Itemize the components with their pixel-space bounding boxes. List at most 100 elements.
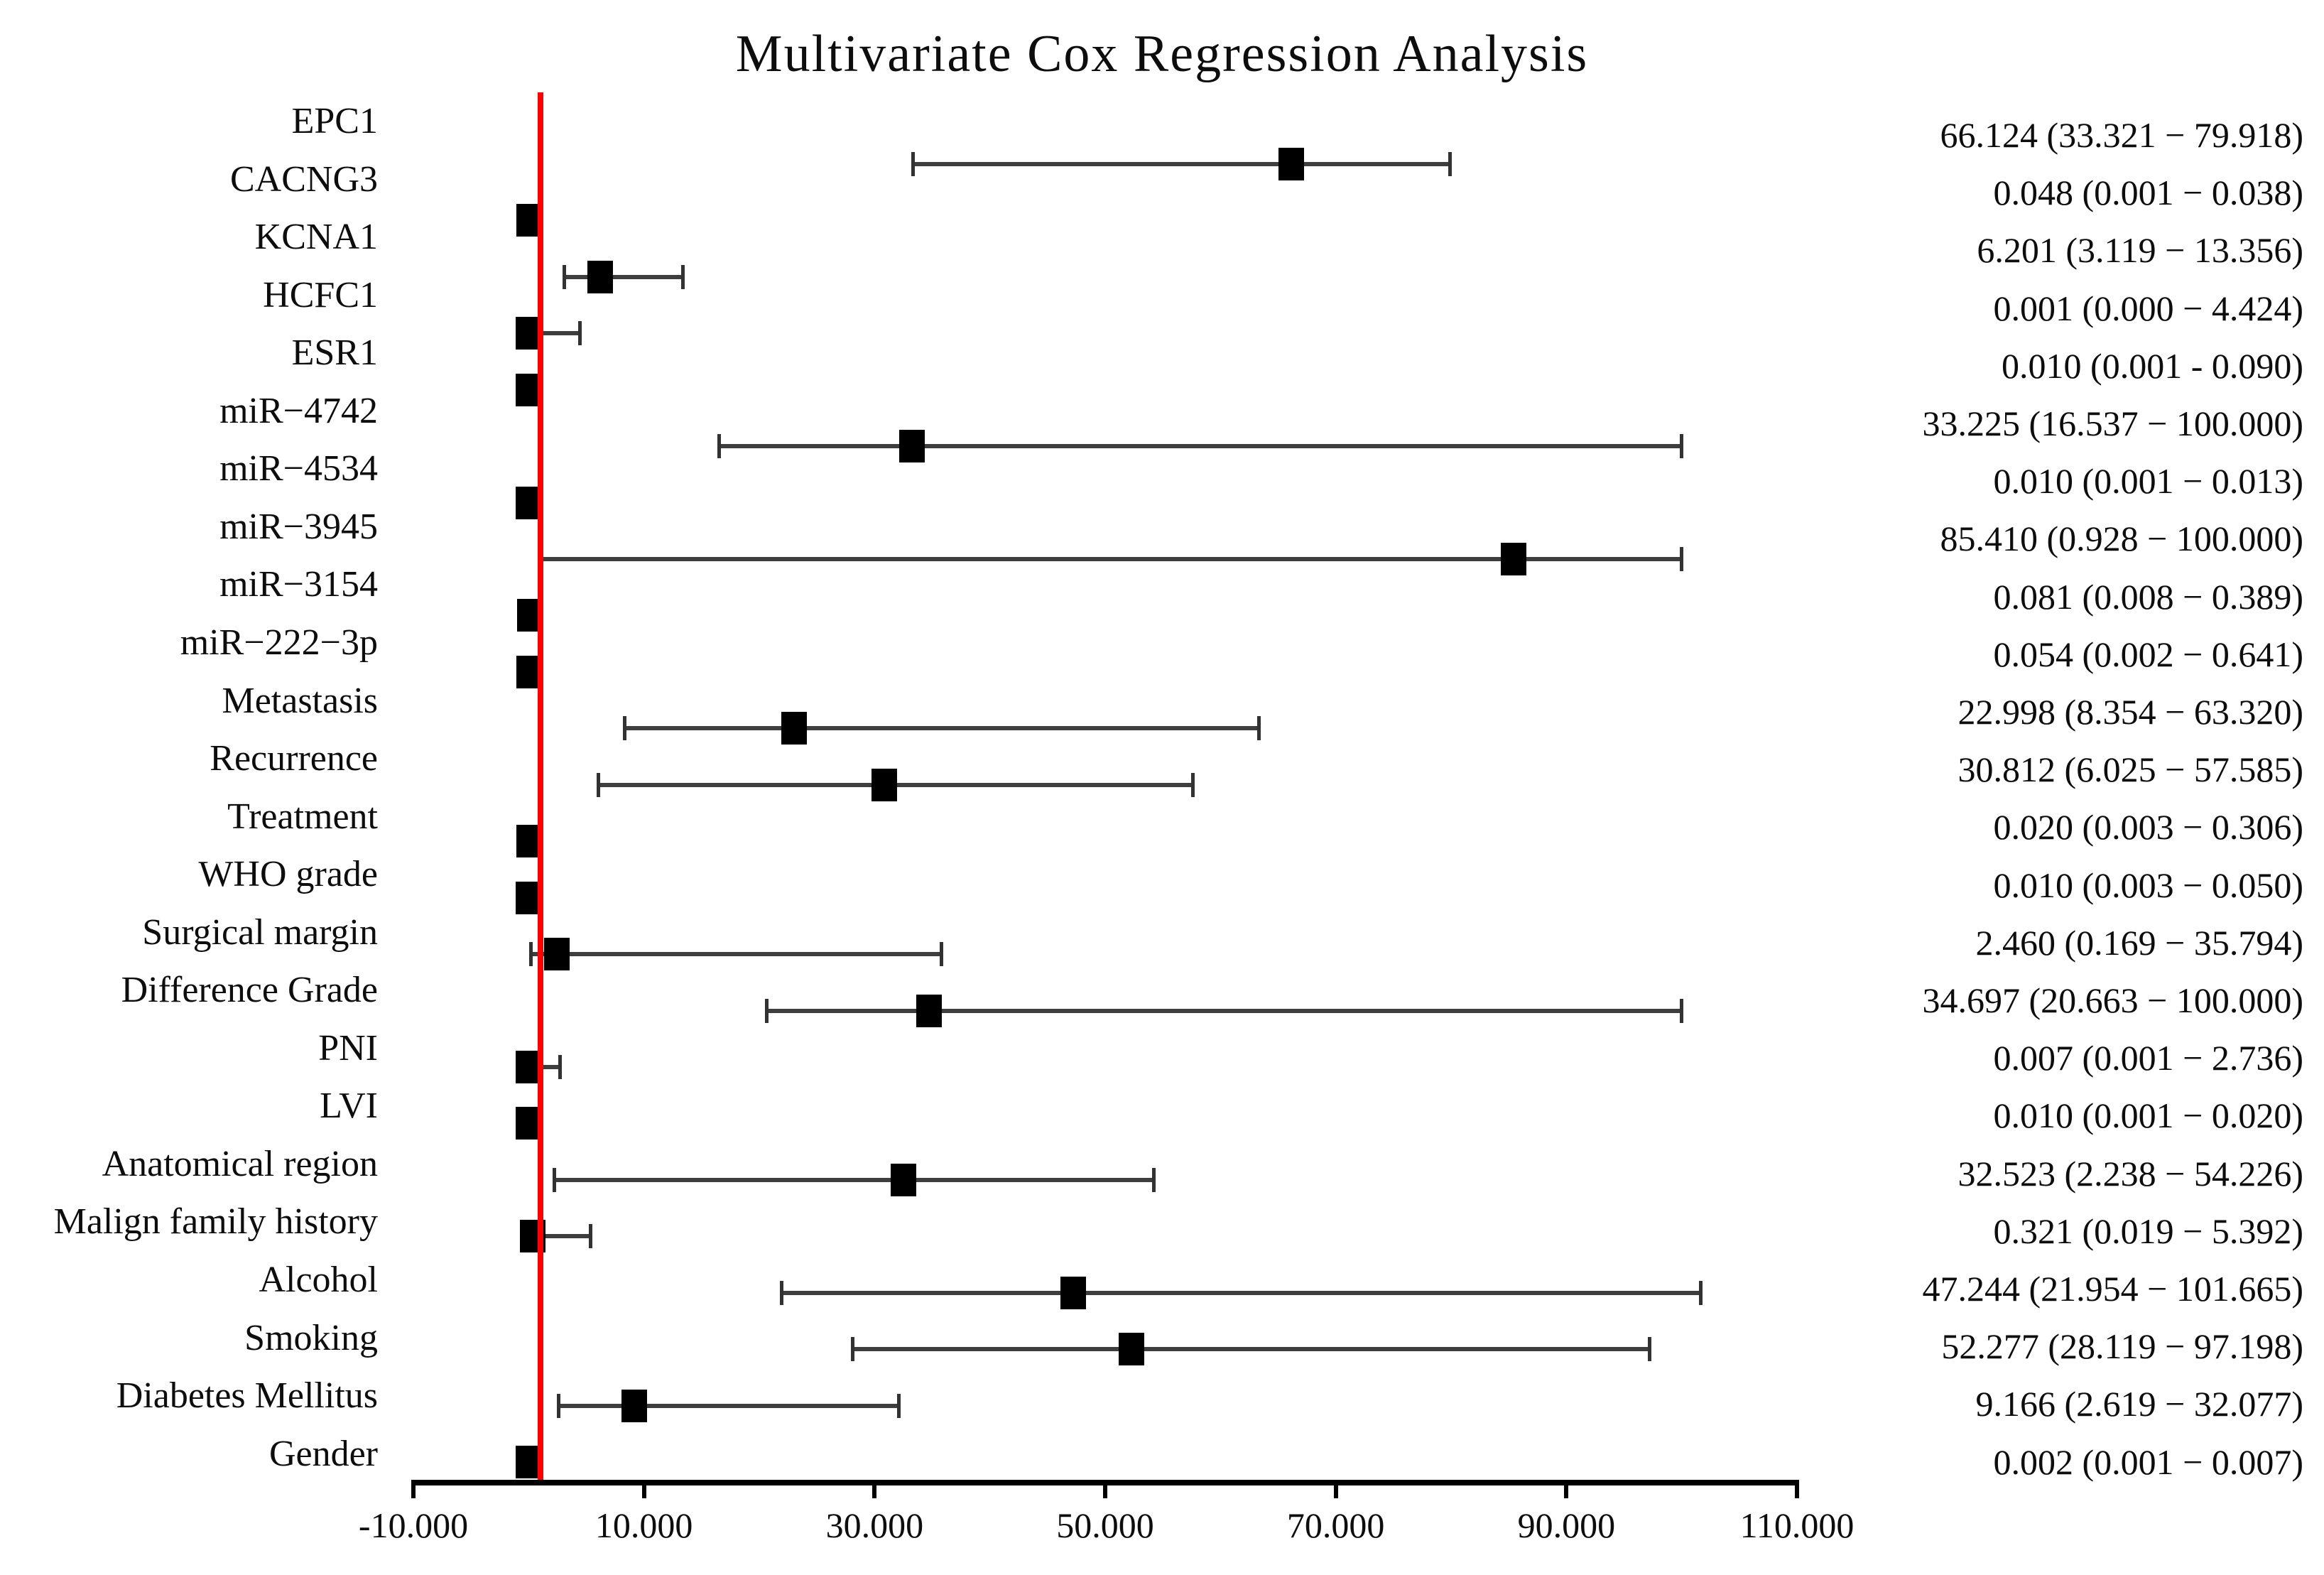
ci-whisker — [913, 162, 1450, 166]
ci-whisker — [531, 952, 942, 957]
row-value: 0.010 (0.001 − 0.020) — [1993, 1095, 2304, 1136]
x-axis-tick — [411, 1485, 416, 1498]
row-value: 0.010 (0.001 - 0.090) — [2002, 345, 2303, 386]
row-value: 32.523 (2.238 − 54.226) — [1958, 1153, 2304, 1194]
row-value: 22.998 (8.354 − 63.320) — [1958, 692, 2304, 732]
ci-cap-high — [896, 1393, 901, 1418]
ci-cap-high — [1152, 1167, 1156, 1192]
ci-whisker — [719, 444, 1682, 449]
ci-cap-low — [553, 1167, 557, 1192]
ci-whisker — [528, 1234, 591, 1239]
row-value: 33.225 (16.537 − 100.000) — [1922, 404, 2304, 443]
ci-cap-low — [851, 1337, 855, 1362]
hazard-ratio-marker — [1118, 1333, 1144, 1366]
row-label: Diabetes Mellitus — [116, 1375, 378, 1417]
hazard-ratio-marker — [516, 317, 542, 350]
ci-whisker — [564, 274, 683, 279]
row-label: LVI — [320, 1086, 378, 1127]
x-axis-tick — [1795, 1485, 1799, 1498]
row-label: miR−3154 — [219, 564, 378, 605]
x-axis-tick — [1103, 1485, 1107, 1498]
row-label: WHO grade — [198, 854, 378, 895]
ci-whisker — [528, 1064, 560, 1069]
row-value: 0.054 (0.002 − 0.641) — [1993, 634, 2304, 674]
row-label: HCFC1 — [263, 274, 378, 315]
row-label: Gender — [268, 1433, 378, 1474]
hazard-ratio-marker — [621, 1389, 648, 1422]
row-value: 0.020 (0.003 − 0.306) — [1993, 807, 2304, 848]
x-axis-tick-label: 10.000 — [594, 1505, 693, 1545]
ci-cap-low — [717, 434, 722, 459]
row-label: EPC1 — [291, 101, 378, 141]
row-label: miR−4534 — [219, 448, 378, 489]
x-axis-tick-label: 90.000 — [1517, 1505, 1616, 1545]
ci-cap-low — [557, 1393, 561, 1418]
row-label: Smoking — [244, 1317, 378, 1358]
hazard-ratio-marker — [898, 430, 925, 463]
row-value: 30.812 (6.025 − 57.585) — [1958, 749, 2304, 790]
row-value: 0.010 (0.001 − 0.013) — [1993, 461, 2304, 502]
ci-cap-low — [528, 942, 533, 967]
ci-cap-high — [1647, 1337, 1651, 1362]
ci-cap-low — [623, 716, 627, 741]
hazard-ratio-marker — [1060, 1276, 1087, 1309]
ci-whisker — [766, 1008, 1682, 1013]
row-label: KCNA1 — [254, 217, 378, 258]
ci-cap-high — [589, 1224, 593, 1249]
hazard-ratio-marker — [516, 373, 542, 406]
hazard-ratio-marker — [781, 712, 807, 745]
ci-cap-low — [596, 772, 600, 797]
ci-cap-high — [939, 942, 943, 967]
x-axis-tick — [1333, 1485, 1338, 1498]
row-value: 0.007 (0.001 − 2.736) — [1993, 1038, 2304, 1078]
ci-whisker — [781, 1290, 1701, 1295]
ci-whisker — [528, 331, 580, 336]
ci-cap-low — [765, 998, 769, 1023]
row-value: 47.244 (21.954 − 101.665) — [1922, 1269, 2304, 1309]
row-label: miR−3945 — [219, 506, 378, 547]
hazard-ratio-marker — [916, 994, 942, 1027]
x-axis-tick-label: -10.000 — [358, 1505, 469, 1545]
hazard-ratio-marker — [587, 260, 613, 293]
ci-whisker — [558, 1403, 899, 1408]
row-label: Surgical margin — [142, 911, 378, 953]
x-axis-tick-label: 50.000 — [1056, 1505, 1154, 1545]
row-value: 0.001 (0.000 − 4.424) — [1993, 288, 2304, 328]
row-value: 52.277 (28.119 − 97.198) — [1941, 1326, 2303, 1367]
ci-cap-low — [563, 264, 567, 289]
row-value: 66.124 (33.321 − 79.918) — [1940, 115, 2304, 155]
row-value: 9.166 (2.619 − 32.077) — [1975, 1384, 2304, 1424]
row-label: Treatment — [227, 796, 378, 837]
hazard-ratio-marker — [871, 768, 897, 801]
row-label: Anatomical region — [102, 1143, 378, 1184]
row-value: 0.081 (0.008 − 0.389) — [1993, 576, 2304, 617]
hazard-ratio-marker — [516, 486, 542, 519]
hazard-ratio-marker — [516, 1050, 542, 1083]
row-label: Malign family history — [53, 1201, 378, 1243]
row-label: Alcohol — [259, 1260, 378, 1300]
x-axis-tick — [872, 1485, 877, 1498]
hazard-ratio-marker — [516, 1446, 542, 1478]
ci-whisker — [554, 1177, 1154, 1182]
hazard-ratio-marker — [891, 1163, 917, 1196]
ci-cap-high — [558, 1054, 563, 1079]
row-label: Recurrence — [210, 738, 378, 779]
row-label: CACNG3 — [229, 158, 378, 200]
row-value: 0.048 (0.001 − 0.038) — [1993, 173, 2304, 213]
row-value: 0.002 (0.001 − 0.007) — [1993, 1441, 2304, 1482]
row-value: 0.321 (0.019 − 5.392) — [1993, 1211, 2304, 1251]
ci-cap-high — [1190, 772, 1195, 797]
x-axis-tick-label: 110.000 — [1739, 1505, 1855, 1545]
x-axis-tick-label: 30.000 — [825, 1505, 924, 1545]
ci-cap-high — [1680, 434, 1684, 459]
row-label: miR−4742 — [219, 390, 378, 431]
row-value: 2.460 (0.169 − 35.794) — [1975, 922, 2304, 963]
ci-whisker — [852, 1347, 1650, 1352]
ci-cap-low — [780, 1280, 784, 1305]
ci-cap-high — [680, 264, 685, 289]
row-label: Difference Grade — [121, 970, 378, 1011]
row-label: PNI — [318, 1027, 378, 1068]
hazard-ratio-marker — [1278, 148, 1304, 180]
x-axis-line — [411, 1480, 1799, 1485]
